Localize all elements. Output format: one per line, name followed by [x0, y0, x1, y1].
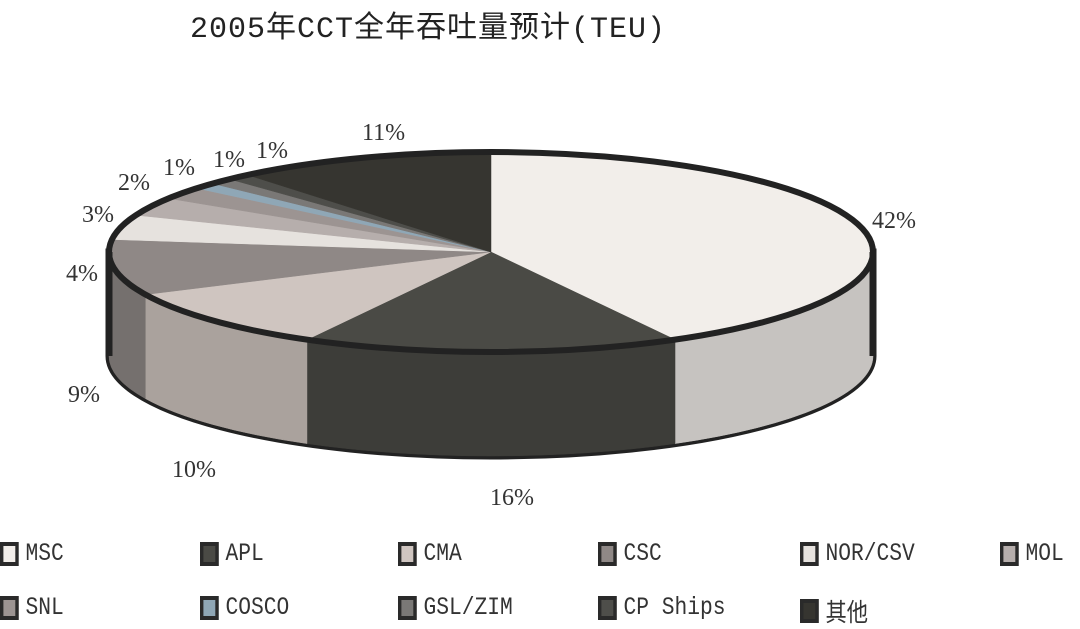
- legend-item-CP Ships: CP Ships: [598, 593, 726, 622]
- data-label-CSC: 9%: [68, 382, 100, 408]
- legend-label: CSC: [623, 539, 662, 568]
- legend-item-CSC: CSC: [598, 539, 662, 568]
- legend-swatch: [0, 541, 19, 566]
- legend-swatch: [800, 541, 819, 566]
- legend-swatch: [800, 599, 819, 623]
- legend-label: CP Ships: [623, 593, 726, 622]
- data-label-CMA: 10%: [172, 457, 216, 483]
- legend-item-MSC: MSC: [0, 539, 64, 568]
- data-label-CP Ships: 1%: [256, 138, 288, 164]
- legend-label: NOR/CSV: [825, 539, 915, 568]
- legend-label: MOL: [1025, 539, 1064, 568]
- legend-swatch: [0, 595, 19, 620]
- legend-label: APL: [225, 539, 264, 568]
- pie-side-APL: [306, 339, 676, 457]
- legend-swatch: [598, 541, 617, 566]
- legend-item-GSL/ZIM: GSL/ZIM: [398, 593, 513, 622]
- legend-label: MSC: [25, 539, 64, 568]
- legend-item-APL: APL: [200, 539, 264, 568]
- legend-item-COSCO: COSCO: [200, 593, 289, 622]
- legend-swatch: [200, 541, 219, 566]
- data-label-GSL/ZIM: 1%: [213, 147, 245, 173]
- legend-swatch: [598, 595, 617, 620]
- pie-edge: [105, 252, 877, 356]
- data-label-其他: 11%: [362, 120, 405, 146]
- legend-swatch: [398, 541, 417, 566]
- legend-item-CMA: CMA: [398, 539, 462, 568]
- data-label-APL: 16%: [490, 485, 534, 511]
- legend-swatch: [200, 595, 219, 620]
- data-label-NOR/CSV: 4%: [66, 261, 98, 287]
- data-label-MOL: 3%: [82, 202, 114, 228]
- chart-title: 2005年CCT全年吞吐量预计(TEU): [190, 13, 667, 47]
- legend-label: COSCO: [225, 593, 290, 622]
- legend-swatch: [398, 595, 417, 620]
- legend-item-NOR/CSV: NOR/CSV: [800, 539, 915, 568]
- legend-item-SNL: SNL: [0, 593, 64, 622]
- data-label-SNL: 2%: [118, 170, 150, 196]
- legend-label: CMA: [423, 539, 462, 568]
- legend-label: 其他: [825, 600, 869, 629]
- legend-label: GSL/ZIM: [423, 593, 513, 622]
- legend-item-其他: 其他: [800, 593, 868, 629]
- data-label-MSC: 42%: [872, 208, 916, 234]
- legend-item-MOL: MOL: [1000, 539, 1064, 568]
- legend-label: SNL: [25, 593, 64, 622]
- data-label-COSCO: 1%: [163, 155, 195, 181]
- legend-swatch: [1000, 541, 1019, 566]
